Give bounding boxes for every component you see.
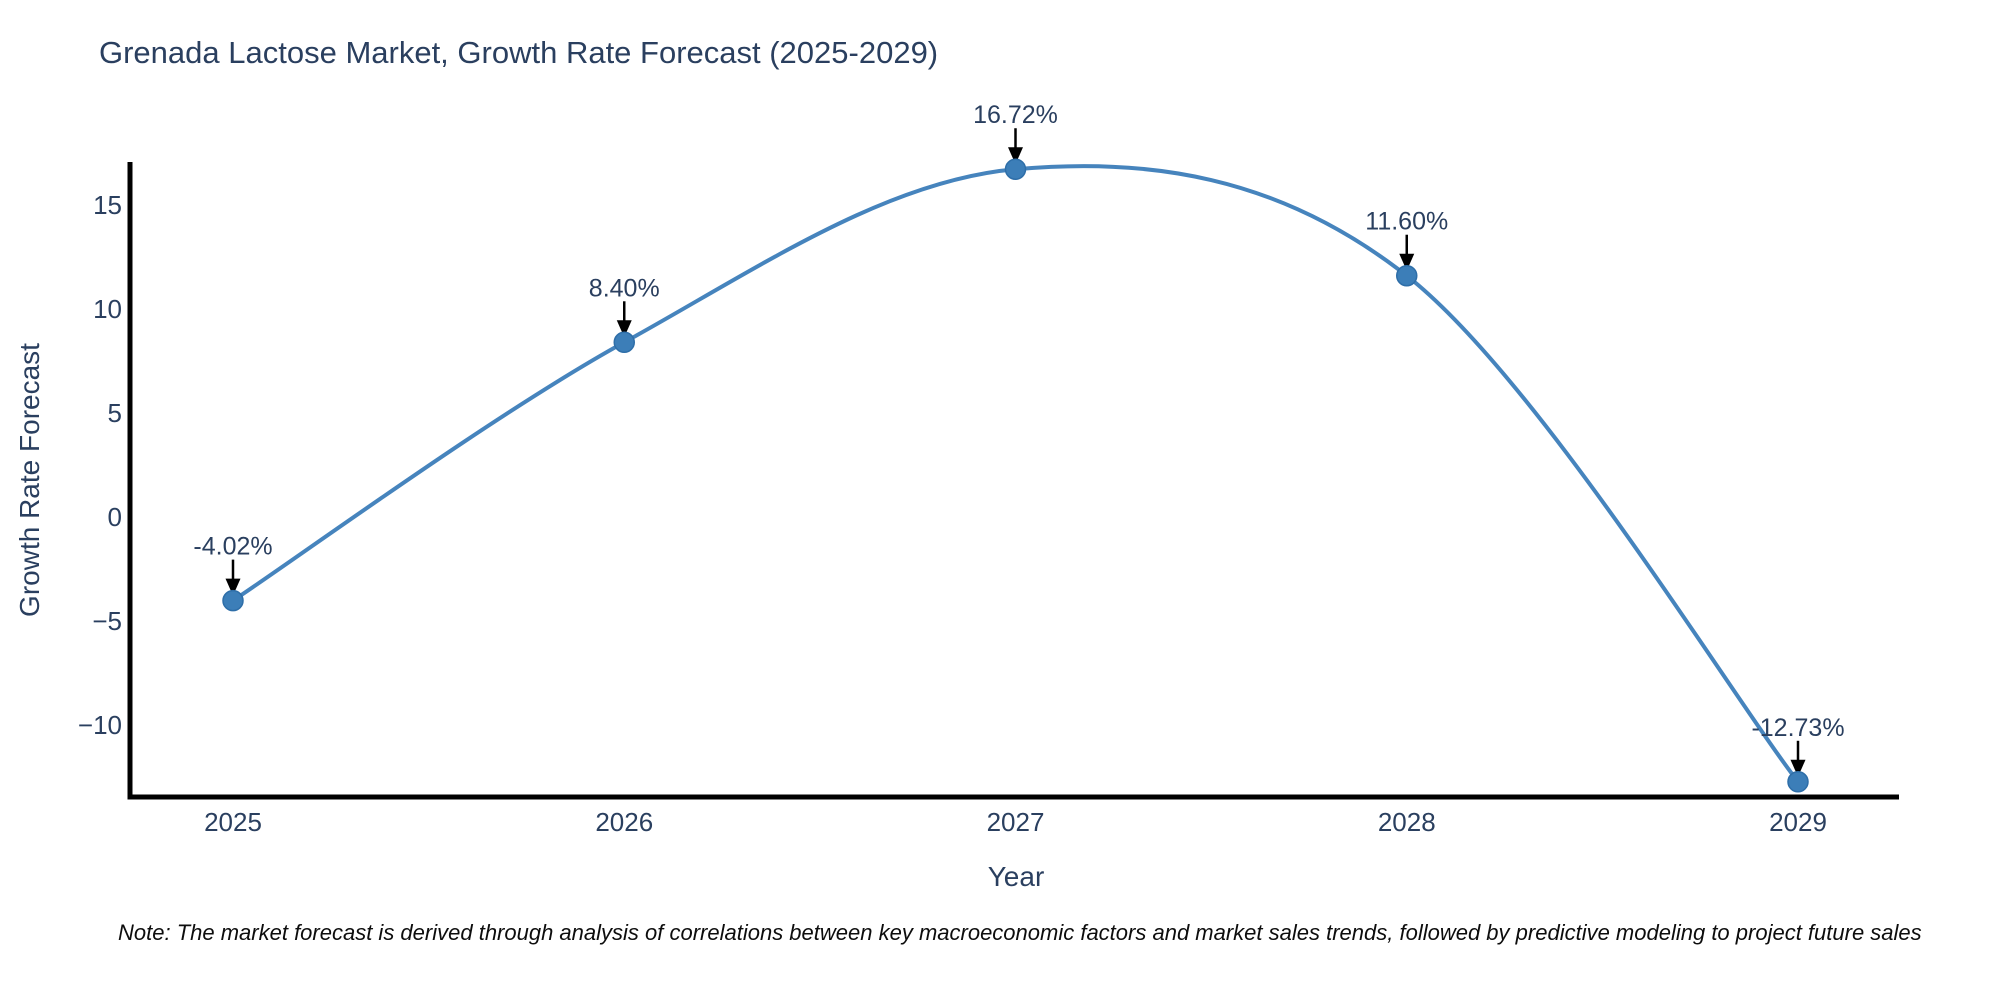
chart-title: Grenada Lactose Market, Growth Rate Fore… <box>99 35 939 70</box>
point-label: 16.72% <box>973 101 1058 129</box>
point-label: -4.02% <box>193 533 272 561</box>
x-tick-label: 2028 <box>1378 807 1436 837</box>
point-label: -12.73% <box>1751 714 1844 742</box>
y-tick-label: 15 <box>93 190 122 220</box>
annotation-arrow-head <box>225 578 241 596</box>
y-tick-label: 10 <box>93 294 122 324</box>
y-tick-label: 5 <box>108 398 122 428</box>
x-tick-label: 2029 <box>1769 807 1827 837</box>
x-axis-title: Year <box>987 861 1045 892</box>
data-point-2029[interactable] <box>1787 771 1809 793</box>
annotation-arrow-head <box>1790 759 1806 777</box>
data-point-2025[interactable] <box>222 589 244 612</box>
data-point-2027[interactable] <box>1004 158 1027 180</box>
point-label: 8.40% <box>589 274 660 302</box>
point-label: 11.60% <box>1365 208 1448 236</box>
trend-line <box>231 164 1800 784</box>
y-tick-label: 0 <box>108 502 122 532</box>
annotation-arrow-head <box>1399 253 1415 271</box>
annotation-arrow-head <box>616 320 632 338</box>
annotation-arrow-head <box>1008 147 1023 165</box>
y-tick-label: −10 <box>78 710 122 740</box>
y-tick-label: −5 <box>92 606 122 636</box>
data-point-2026[interactable] <box>613 331 635 354</box>
x-tick-label: 2026 <box>595 807 653 837</box>
x-tick-label: 2027 <box>987 807 1045 837</box>
x-tick-label: 2025 <box>204 807 262 837</box>
footnote: Note: The market forecast is derived thr… <box>118 920 1922 945</box>
data-point-2028[interactable] <box>1396 264 1418 287</box>
